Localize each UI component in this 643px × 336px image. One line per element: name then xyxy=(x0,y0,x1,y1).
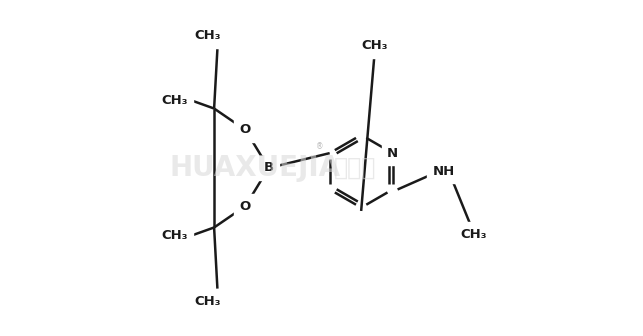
Text: 化学加: 化学加 xyxy=(333,156,376,180)
Text: N: N xyxy=(387,146,398,160)
Text: CH₃: CH₃ xyxy=(194,29,221,42)
Text: O: O xyxy=(240,200,251,212)
Text: B: B xyxy=(264,162,274,174)
Text: CH₃: CH₃ xyxy=(361,39,388,52)
Text: ®: ® xyxy=(316,142,323,151)
Text: CH₃: CH₃ xyxy=(161,94,188,107)
Text: O: O xyxy=(240,124,251,136)
Text: CH₃: CH₃ xyxy=(194,295,221,308)
Text: CH₃: CH₃ xyxy=(460,227,487,241)
Text: NH: NH xyxy=(433,165,455,178)
Text: CH₃: CH₃ xyxy=(161,229,188,242)
Text: HUAXUEJIA: HUAXUEJIA xyxy=(170,154,341,182)
